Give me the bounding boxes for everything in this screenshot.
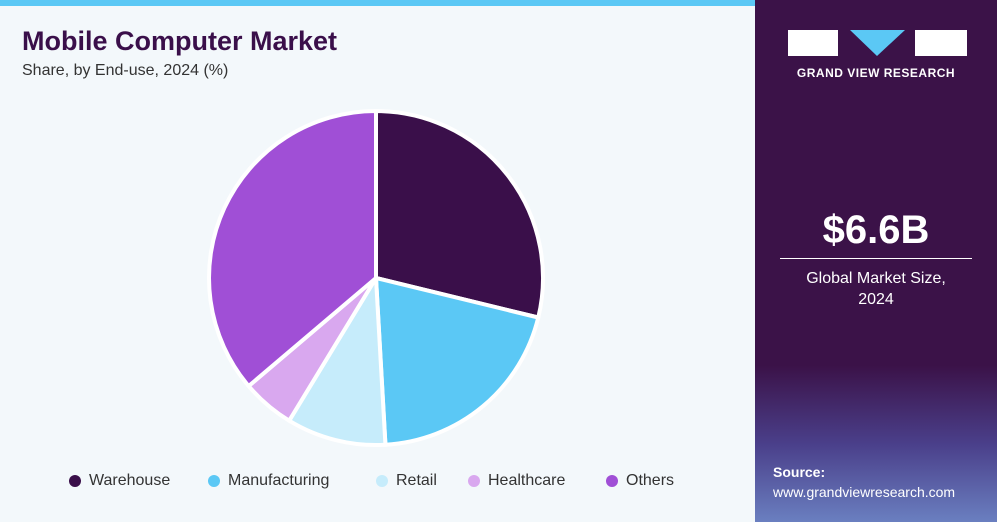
legend-label: Manufacturing [228,472,329,489]
legend-marker [69,475,81,487]
legend-marker [606,475,618,487]
brand: GRAND VIEW RESEARCH [796,66,956,80]
legend-label: Others [626,472,674,489]
market-size: $6.6B [822,208,930,252]
source-label: Source: [773,464,826,480]
divider [780,258,972,259]
logo [788,30,967,56]
pie-slice [373,275,541,447]
legend-marker [468,475,480,487]
legend-marker [376,475,388,487]
legend-label: Retail [396,472,437,489]
market-size-label: Global Market Size, 2024 [806,270,946,308]
legend-label: Warehouse [89,472,170,489]
side-panel: GRAND VIEW RESEARCH $6.6B Global Market … [755,0,997,522]
chart-panel: Mobile Computer Market Share, by End-use… [0,0,755,489]
chart: Warehouse Manufacturing Retail Healthcare Ot… [69,108,674,489]
top-stripe [0,0,755,6]
pie-slice [374,108,545,320]
source-url: www.grandviewresearch.com [773,484,956,500]
chart-subtitle: Share, by End-use, 2024 (%) [22,62,229,79]
pie-slice [286,271,388,447]
pie-slice [207,108,378,389]
legend-label: Healthcare [488,472,565,489]
legend-marker [208,475,220,487]
chart-title: Mobile Computer Market [22,26,338,56]
